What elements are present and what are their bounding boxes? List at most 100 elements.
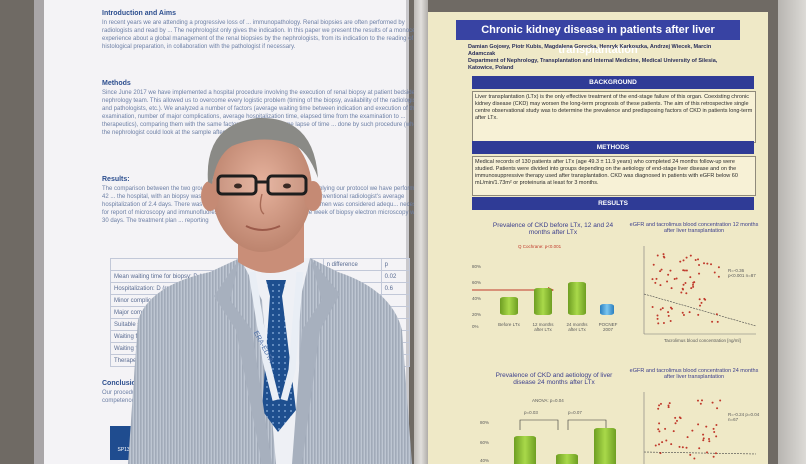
scatter-point xyxy=(662,255,665,258)
authors-line: Damian Gojowy, Piotr Kubis, Magdalena Go… xyxy=(468,44,712,57)
scatter-point xyxy=(669,319,672,322)
scatter-point xyxy=(678,445,681,448)
scatter-point xyxy=(670,443,673,446)
scatter-point xyxy=(715,423,718,426)
scatter-point xyxy=(682,269,685,272)
chart3-bar xyxy=(594,428,616,464)
scatter-point xyxy=(667,404,670,407)
chart1-bar xyxy=(500,297,518,315)
scatter-point xyxy=(689,453,692,456)
scatter-point xyxy=(688,311,691,314)
scatter-point xyxy=(692,285,695,288)
easel-post xyxy=(414,0,428,464)
scatter-point xyxy=(694,259,697,262)
chart3-pval: p=0.07 xyxy=(568,410,582,415)
scatter-point xyxy=(715,313,718,316)
scatter-point xyxy=(700,301,703,304)
chart4-scatter xyxy=(643,392,757,464)
scatter-point xyxy=(652,263,655,266)
chart3-ytick: 60% xyxy=(480,440,490,445)
scatter-point xyxy=(711,401,714,404)
scatter-point xyxy=(717,266,720,269)
scatter-point xyxy=(674,416,677,419)
scatter-point xyxy=(668,402,671,405)
scatter-point xyxy=(691,429,694,432)
scatter-point xyxy=(708,438,711,441)
scatter-point xyxy=(713,271,716,274)
chart1-ytick: 0% xyxy=(472,324,479,329)
scatter-point xyxy=(702,433,705,436)
scatter-point xyxy=(693,457,696,460)
scatter-point xyxy=(698,264,701,267)
scatter-point xyxy=(666,280,669,283)
smile xyxy=(245,225,281,231)
scatter-point xyxy=(703,297,706,300)
scatter-point xyxy=(669,306,672,309)
scatter-point xyxy=(702,439,705,442)
scatter-point xyxy=(689,276,692,279)
chart3-ytick: 80% xyxy=(480,420,490,425)
scatter-point xyxy=(685,269,688,272)
chart1-xlabel: POCNEF 2007 xyxy=(598,322,618,332)
chart3-bar xyxy=(556,454,578,464)
scatter-point xyxy=(703,262,706,265)
scatter-point xyxy=(651,305,654,308)
scatter-point xyxy=(686,436,689,439)
chart3-pval: p=0.03 xyxy=(524,410,538,415)
scatter-point xyxy=(682,259,685,262)
scatter-point xyxy=(669,269,672,272)
scatter-point xyxy=(681,446,684,449)
results-heading: Results: xyxy=(102,176,130,183)
methods-section-bar: METHODS xyxy=(472,141,754,154)
chart3-annotation: ANOVA: p=0.04 xyxy=(532,398,564,403)
scatter-point xyxy=(659,270,662,273)
scatter-point xyxy=(697,423,700,426)
scatter-point xyxy=(661,441,664,444)
chart1-bar xyxy=(534,288,552,315)
scatter-point xyxy=(667,314,670,317)
scatter-point xyxy=(689,254,692,257)
scatter-point xyxy=(682,283,685,286)
scatter-point xyxy=(708,440,711,443)
scatter-point xyxy=(656,314,659,317)
chart1-xlabel: 12 months after LTx xyxy=(532,322,554,332)
scatter-point xyxy=(685,446,688,449)
scatter-point xyxy=(693,281,696,284)
chart1-xlabel: 24 months after LTx xyxy=(566,322,588,332)
chart1-xlabel: Before LTx xyxy=(498,322,520,327)
easel-post-right xyxy=(778,0,806,464)
chart2-scatter xyxy=(643,246,757,335)
scatter-point xyxy=(700,399,703,402)
chart1-ytick: 20% xyxy=(472,312,482,317)
scatter-point xyxy=(660,268,663,271)
scatter-point xyxy=(711,320,714,323)
scatter-point xyxy=(681,287,684,290)
scatter-point xyxy=(661,307,664,310)
poster-frame xyxy=(34,0,44,464)
scatter-point xyxy=(659,402,662,405)
scatter-point xyxy=(684,282,687,285)
scatter-point xyxy=(702,437,705,440)
face xyxy=(212,128,312,252)
scatter-point xyxy=(656,254,659,257)
results-section-bar: RESULTS xyxy=(472,197,754,210)
conclusions-heading: Conclusions xyxy=(102,380,145,387)
scatter-point xyxy=(654,444,657,447)
scatter-point xyxy=(667,311,670,314)
scatter-point xyxy=(658,443,661,446)
chart3-brackets xyxy=(519,419,607,430)
scatter-point xyxy=(719,399,722,402)
chart1-ytick: 80% xyxy=(472,264,482,269)
scatter-point xyxy=(683,269,686,272)
scatter-point xyxy=(714,452,717,455)
scatter-point xyxy=(713,431,716,434)
scatter-point xyxy=(674,422,677,425)
scatter-point xyxy=(657,428,660,431)
methods-heading: Methods xyxy=(102,80,131,87)
scatter-point xyxy=(710,263,713,266)
scatter-point xyxy=(699,402,702,405)
poster-authors: Damian Gojowy, Piotr Kubis, Magdalena Go… xyxy=(468,44,728,72)
scatter-point xyxy=(665,439,668,442)
lanyard xyxy=(248,271,280,401)
